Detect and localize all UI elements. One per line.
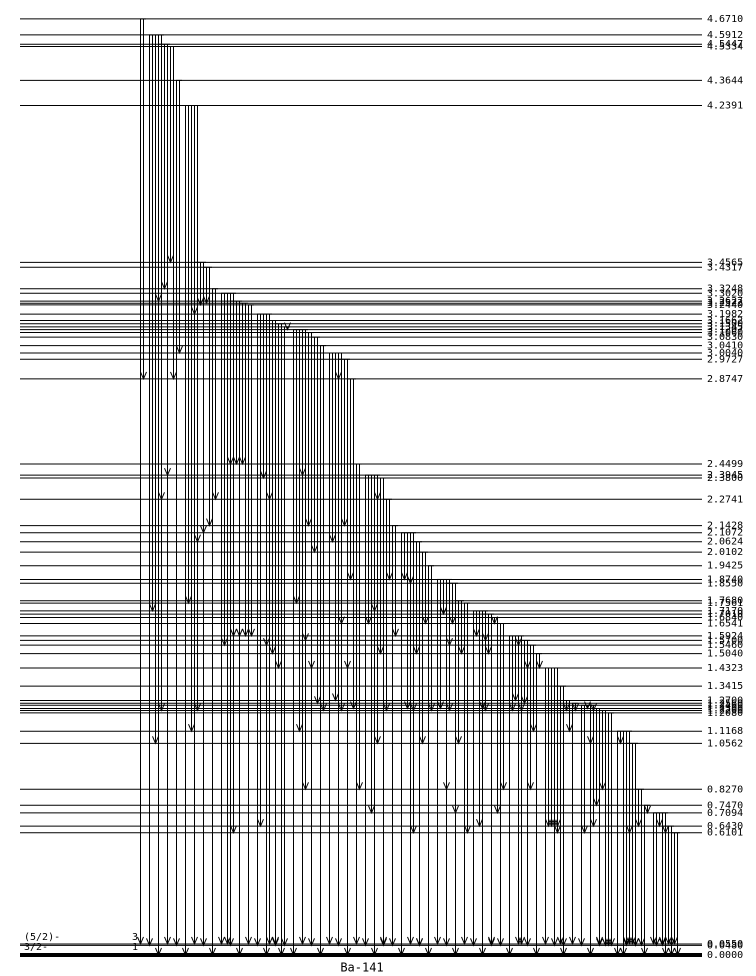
level-energy: 2.2741 [707,494,743,505]
level-energy: 0.7470 [707,800,743,811]
level-energy: 1.4323 [707,663,743,674]
level-energy: 1.5924 [707,631,743,642]
level-energy: 1.7561 [707,598,743,609]
level-energy: 1.9425 [707,561,743,572]
level-energy: 0.8270 [707,784,743,795]
level-energy: 3.0410 [707,341,743,352]
level-energy: 3.4317 [707,262,743,273]
level-energy: 1.2560 [707,698,743,709]
level-energy: 2.1428 [707,521,743,532]
level-energy: 3.1982 [707,309,743,320]
level-energy: 3.3248 [707,284,743,295]
level-energy: 3.4565 [707,257,743,268]
level-energy: 3.1662 [707,315,743,326]
level-energy: 1.3415 [707,681,743,692]
level-energy: 1.6840 [707,613,743,624]
level-energy: 2.0624 [707,537,743,548]
level-energy: 0.0000 [707,950,743,961]
level-energy: 3.1060 [707,328,743,339]
level-energy: 3.0040 [707,348,743,359]
level-energy: 1.5040 [707,649,743,660]
level-energy: 4.5447 [707,39,743,50]
level-energy: 0.6430 [707,821,743,832]
level-energy: 4.5334 [707,42,743,53]
level-energy: 3.0830 [707,332,743,343]
level-energy: 1.1168 [707,726,743,737]
level-energy: 2.1072 [707,528,743,539]
level-energy: 0.7094 [707,808,743,819]
level-energy: 4.2391 [707,100,743,111]
level-energy: 1.5700 [707,635,743,646]
level-energy: 2.9727 [707,354,743,365]
marker-label: 1 [132,942,138,953]
level-energy: 3.2523 [707,298,743,309]
level-energy: 1.8740 [707,574,743,585]
marker-label: 3 [132,932,138,943]
level-energy: 3.1345 [707,322,743,333]
level-energy: 3.1500 [707,319,743,330]
level-energy: 3.3020 [707,288,743,299]
nucleus-title: Ba-141 [340,961,383,975]
level-energy: 3.2440 [707,300,743,311]
level-energy: 4.6710 [707,14,743,25]
level-energy: 0.0480 [707,940,743,951]
level-energy: 1.2460 [707,700,743,711]
level-energy: 2.4499 [707,459,743,470]
level-energy: 2.3945 [707,470,743,481]
level-energy: 3.2627 [707,296,743,307]
level-energy: 1.7010 [707,609,743,620]
level-energy: 4.3644 [707,75,743,86]
level-energy: 0.6101 [707,828,743,839]
level-energy: 1.5460 [707,640,743,651]
spin-label: 3/2- [24,942,48,953]
level-energy: 0.0550 [707,939,743,950]
level-energy: 1.0562 [707,738,743,749]
level-energy: 1.7680 [707,596,743,607]
level-energy: 1.2080 [707,708,743,719]
spin-label: (5/2)- [24,932,60,943]
level-energy: 4.5912 [707,30,743,41]
level-energy: 1.8550 [707,578,743,589]
level-energy: 1.6541 [707,619,743,630]
level-energy: 2.3800 [707,473,743,484]
level-energy: 1.2200 [707,706,743,717]
level-energy: 3.1207 [707,325,743,336]
level-energy: 1.7170 [707,606,743,617]
level-energy: 2.8747 [707,374,743,385]
level-energy: 1.2300 [707,704,743,715]
level-energy: 1.2700 [707,695,743,706]
level-energy: 2.0102 [707,547,743,558]
